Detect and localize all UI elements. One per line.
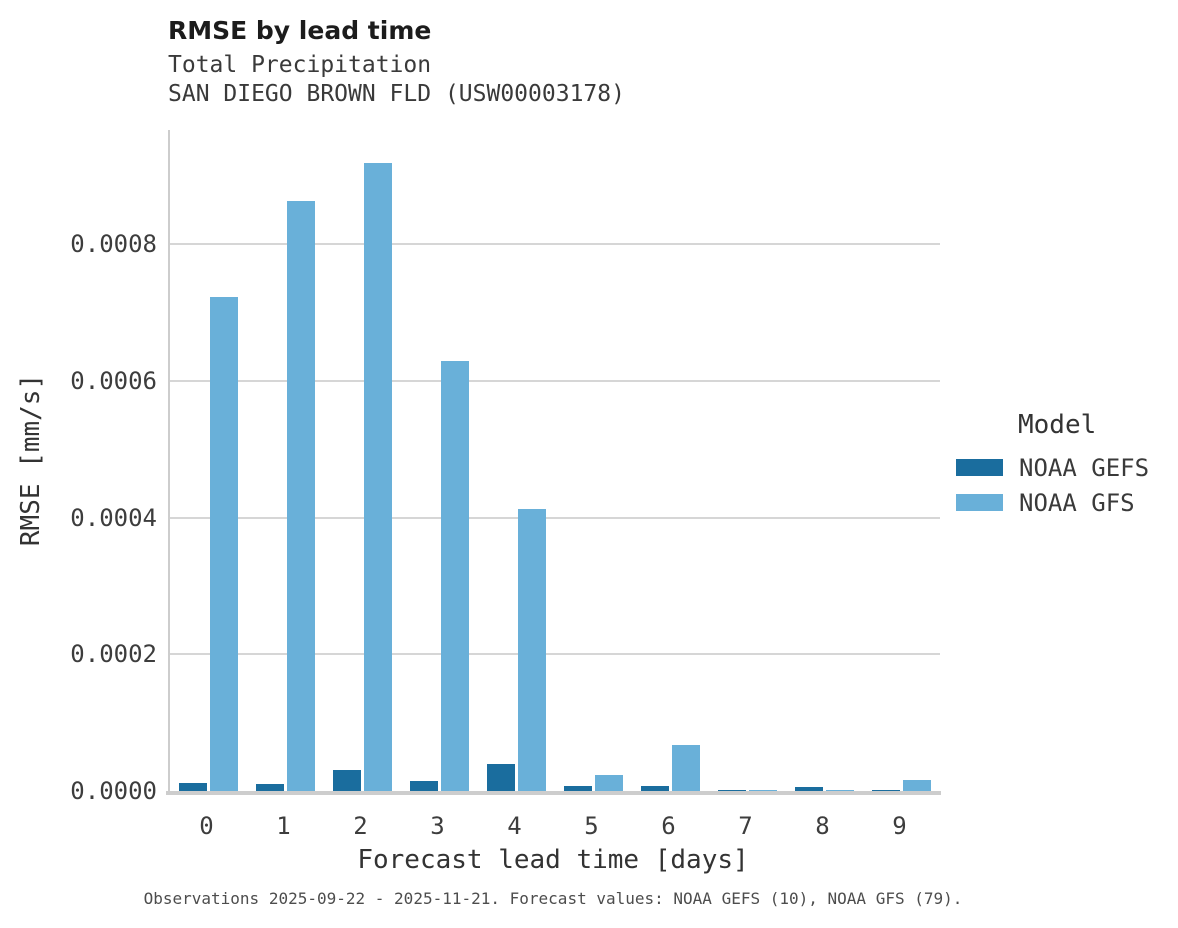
bar-noaa-gfs-day-7 (749, 790, 777, 791)
x-tick-3: 3 (430, 812, 445, 840)
y-tick-0.0006: 0.0006 (70, 366, 157, 395)
chart-title: RMSE by lead time (168, 16, 432, 45)
legend: Model NOAA GEFS NOAA GFS (956, 410, 1149, 520)
bar-noaa-gefs-day-4 (487, 764, 515, 791)
x-tick-5: 5 (584, 812, 599, 840)
bar-noaa-gfs-day-5 (595, 775, 623, 791)
gridline-0.0002 (170, 653, 940, 656)
chart-subtitle-station: SAN DIEGO BROWN FLD (USW00003178) (168, 81, 625, 107)
bar-noaa-gefs-day-9 (872, 790, 900, 791)
legend-label: NOAA GFS (1019, 488, 1135, 517)
bar-noaa-gfs-day-8 (826, 790, 854, 791)
x-axis-line (166, 791, 941, 795)
x-axis-label: Forecast lead time [days] (357, 845, 749, 875)
x-tick-0: 0 (199, 812, 214, 840)
bar-noaa-gfs-day-4 (518, 509, 546, 791)
bar-noaa-gefs-day-1 (256, 784, 284, 791)
y-tick-0.0008: 0.0008 (70, 230, 157, 259)
footer-caption: Observations 2025-09-22 - 2025-11-21. Fo… (143, 889, 963, 908)
gridline-0.0004 (170, 516, 940, 519)
legend-title: Model (1018, 410, 1097, 440)
x-tick-7: 7 (738, 812, 753, 840)
x-tick-9: 9 (892, 812, 907, 840)
bar-noaa-gfs-day-0 (210, 297, 238, 791)
legend-entry-noaa-gefs: NOAA GEFS (956, 450, 1149, 485)
y-tick-0.0000: 0.0000 (70, 777, 157, 805)
plot-area (168, 130, 940, 791)
bar-noaa-gefs-day-7 (718, 790, 746, 791)
bar-noaa-gfs-day-3 (441, 361, 469, 791)
bar-noaa-gfs-day-1 (287, 201, 315, 791)
y-axis-label: RMSE [mm/s] (16, 373, 46, 547)
bar-noaa-gfs-day-9 (903, 780, 931, 791)
bar-noaa-gfs-day-6 (672, 745, 700, 791)
y-tick-0.0004: 0.0004 (70, 503, 157, 532)
bar-noaa-gefs-day-0 (179, 783, 207, 791)
bar-noaa-gfs-day-2 (364, 163, 392, 791)
x-tick-8: 8 (815, 812, 830, 840)
bar-noaa-gefs-day-6 (641, 786, 669, 791)
legend-label: NOAA GEFS (1019, 453, 1150, 482)
legend-swatch-noaa-gefs (956, 459, 1003, 476)
legend-entries: NOAA GEFS NOAA GFS (956, 450, 1149, 520)
chart-subtitle-variable: Total Precipitation (168, 52, 432, 78)
gridline-0.0008 (170, 243, 940, 246)
y-tick-0.0002: 0.0002 (70, 640, 157, 669)
x-tick-2: 2 (353, 812, 368, 840)
legend-swatch-noaa-gfs (956, 494, 1003, 511)
bar-noaa-gefs-day-8 (795, 787, 823, 791)
bar-noaa-gefs-day-5 (564, 786, 592, 791)
bar-noaa-gefs-day-3 (410, 781, 438, 791)
bar-noaa-gefs-day-2 (333, 770, 361, 791)
x-tick-1: 1 (276, 812, 291, 840)
x-tick-4: 4 (507, 812, 522, 840)
gridline-0.0006 (170, 379, 940, 382)
legend-entry-noaa-gfs: NOAA GFS (956, 485, 1149, 520)
x-tick-6: 6 (661, 812, 676, 840)
